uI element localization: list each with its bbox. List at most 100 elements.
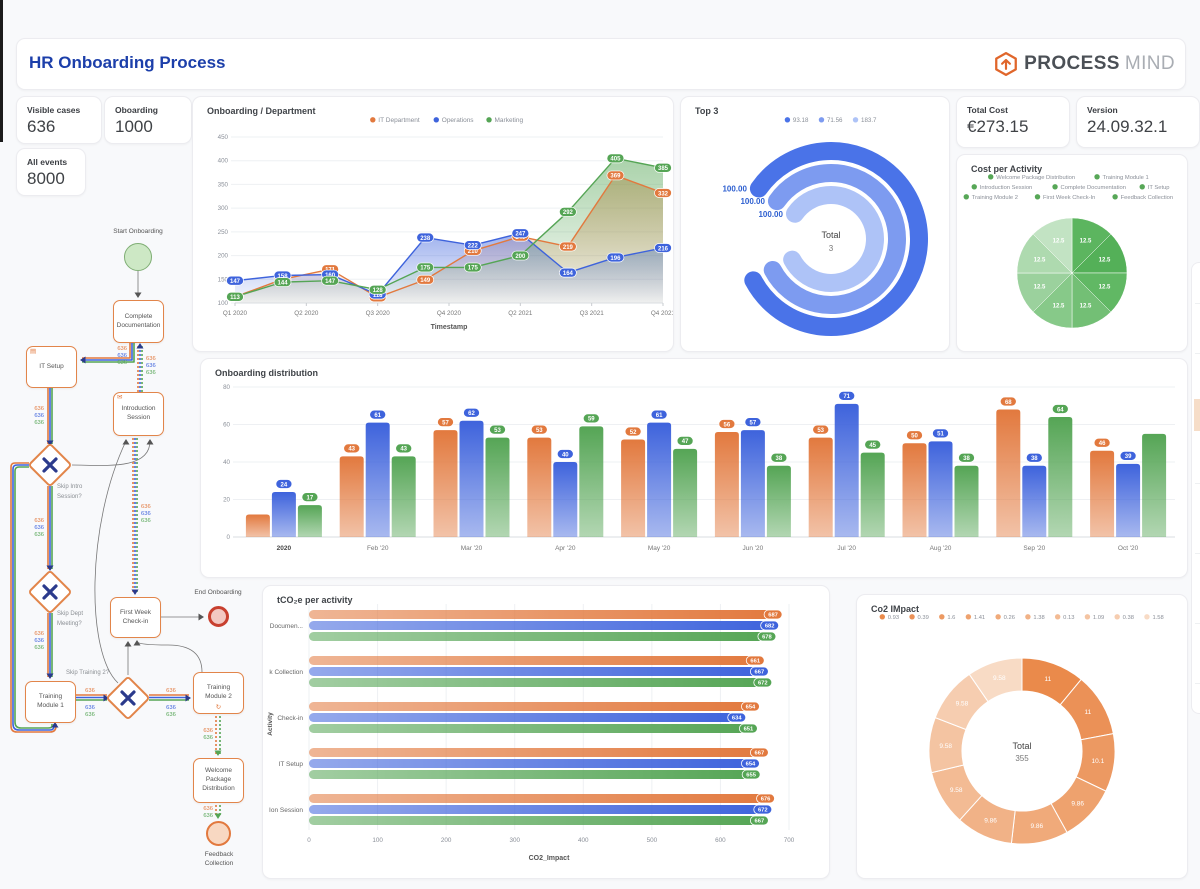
- gateway-skip-intro-label: Skip Intro Session?: [57, 484, 83, 500]
- kpi-version-value: 24.09.32.1: [1087, 117, 1168, 136]
- svg-text:332: 332: [658, 191, 669, 197]
- svg-text:IT Department: IT Department: [378, 117, 420, 124]
- co2-impact-svg: 0.93 0.39 1.6 1.41 0.26 1.38 0.13 1.09 0.38 1.58 1…: [879, 614, 1164, 845]
- svg-text:57: 57: [750, 420, 757, 426]
- svg-text:Q2 2021: Q2 2021: [508, 310, 533, 317]
- svg-text:200: 200: [441, 837, 452, 844]
- co2-impact-title: Co2 IMpact: [871, 604, 920, 614]
- svg-text:0.39: 0.39: [918, 615, 929, 621]
- svg-text:667: 667: [755, 751, 765, 757]
- svg-text:676: 676: [761, 797, 771, 803]
- svg-text:Timestamp: Timestamp: [431, 324, 468, 331]
- svg-text:300: 300: [218, 205, 229, 212]
- end-event-label: End Onboarding: [194, 589, 242, 596]
- svg-text:12.5: 12.5: [1034, 258, 1046, 264]
- svg-text:147: 147: [325, 279, 336, 285]
- svg-text:200: 200: [218, 253, 229, 260]
- svg-text:Total: Total: [821, 230, 840, 240]
- svg-text:Complete Documentation: Complete Documentation: [1061, 185, 1126, 191]
- svg-text:128: 128: [373, 288, 384, 294]
- svg-text:3: 3: [829, 244, 834, 253]
- svg-text:12.5: 12.5: [1099, 284, 1111, 290]
- svg-text:100.00: 100.00: [758, 210, 783, 219]
- kpi-visible-cases-value: 636: [27, 117, 56, 136]
- svg-text:196: 196: [610, 256, 621, 262]
- gateway-skip-dept-label: Skip Dept Meeting?: [57, 611, 84, 627]
- svg-text:100.00: 100.00: [722, 185, 747, 194]
- svg-text:40: 40: [223, 459, 230, 466]
- svg-text:Activity: Activity: [267, 712, 274, 736]
- svg-text:53: 53: [536, 428, 543, 434]
- svg-text:Jun '20: Jun '20: [743, 545, 764, 552]
- svg-text:600: 600: [715, 837, 726, 844]
- svg-text:52: 52: [630, 430, 637, 436]
- svg-text:405: 405: [610, 157, 621, 163]
- cost-per-activity-title: Cost per Activity: [971, 164, 1043, 174]
- svg-text:Q2 2020: Q2 2020: [294, 310, 319, 317]
- svg-text:355: 355: [1015, 754, 1029, 763]
- svg-text:9.58: 9.58: [956, 701, 969, 708]
- svg-text:350: 350: [218, 181, 229, 188]
- process-flow-edges: 6366366366366366366366366366366366366366…: [10, 271, 222, 819]
- window-edge-artifact: [0, 0, 3, 142]
- activity-training-module-2[interactable]: Training Module 2 ↻: [193, 672, 244, 714]
- activity-introduction-session[interactable]: ✉ Introduction Session: [113, 392, 164, 436]
- svg-text:9.86: 9.86: [1071, 800, 1084, 807]
- activity-training-module-1[interactable]: Training Module 1: [25, 681, 76, 723]
- svg-text:11: 11: [1084, 709, 1091, 716]
- edge-count-label: 636: [203, 813, 213, 819]
- svg-text:200: 200: [515, 254, 526, 260]
- svg-text:400: 400: [578, 837, 589, 844]
- svg-text:164: 164: [563, 271, 574, 277]
- svg-text:219: 219: [563, 245, 574, 251]
- svg-text:113: 113: [230, 295, 240, 301]
- svg-text:667: 667: [755, 670, 765, 676]
- activity-complete-documentation[interactable]: Complete Documentation: [113, 300, 164, 343]
- svg-text:183.7: 183.7: [861, 117, 877, 124]
- edge-count-label: 636: [141, 518, 151, 524]
- svg-text:Q3 2020: Q3 2020: [366, 310, 391, 317]
- logo-text-mind: MIND: [1124, 53, 1175, 74]
- svg-text:250: 250: [218, 229, 229, 236]
- svg-text:100.00: 100.00: [740, 197, 765, 206]
- end-event[interactable]: [208, 606, 229, 627]
- svg-text:12.5: 12.5: [1080, 304, 1092, 310]
- svg-text:Marketing: Marketing: [495, 117, 524, 124]
- svg-text:38: 38: [1031, 456, 1038, 462]
- svg-text:IT Setup: IT Setup: [1148, 185, 1170, 191]
- edge-count-label: 636: [34, 631, 44, 637]
- svg-text:Training Module 1: Training Module 1: [1103, 175, 1149, 181]
- svg-text:k Collection: k Collection: [269, 669, 303, 676]
- svg-text:80: 80: [223, 384, 230, 391]
- svg-text:Q3 2021: Q3 2021: [580, 310, 605, 317]
- svg-text:17: 17: [307, 495, 314, 501]
- svg-text:247: 247: [515, 232, 526, 238]
- svg-text:667: 667: [755, 819, 765, 825]
- activity-first-week-check-in[interactable]: First Week Check-in: [110, 597, 161, 638]
- svg-text:687: 687: [768, 613, 778, 619]
- edge-count-label: 636: [34, 525, 44, 531]
- edge-count-label: 636: [203, 728, 213, 734]
- svg-text:Total: Total: [1012, 741, 1031, 751]
- edge-count-label: 636: [166, 705, 176, 711]
- svg-text:0: 0: [227, 534, 231, 541]
- edge-count-label: 636: [141, 511, 151, 517]
- refresh-icon: ↻: [215, 704, 222, 712]
- svg-text:43: 43: [348, 447, 355, 453]
- feedback-collection-label: Feedback Collection: [204, 851, 234, 868]
- svg-text:634: 634: [732, 716, 742, 722]
- svg-text:39: 39: [1125, 454, 1132, 460]
- activity-welcome-package-distribution[interactable]: Welcome Package Distribution: [193, 758, 244, 803]
- svg-text:Check-in: Check-in: [277, 715, 303, 722]
- start-event[interactable]: [124, 243, 152, 271]
- dept-chart-title: Onboarding / Department: [207, 106, 316, 116]
- svg-text:53: 53: [817, 428, 824, 434]
- svg-text:61: 61: [656, 413, 663, 419]
- kpi-total-cost: Total Cost €273.15: [956, 96, 1070, 148]
- header-bar: HR Onboarding Process PROCESS MIND: [16, 38, 1186, 90]
- edge-count-label: 636: [85, 712, 95, 718]
- feedback-collection-event[interactable]: [206, 821, 231, 846]
- svg-text:93.18: 93.18: [793, 117, 809, 124]
- svg-text:100: 100: [372, 837, 383, 844]
- activity-it-setup[interactable]: ▤ IT Setup: [26, 346, 77, 388]
